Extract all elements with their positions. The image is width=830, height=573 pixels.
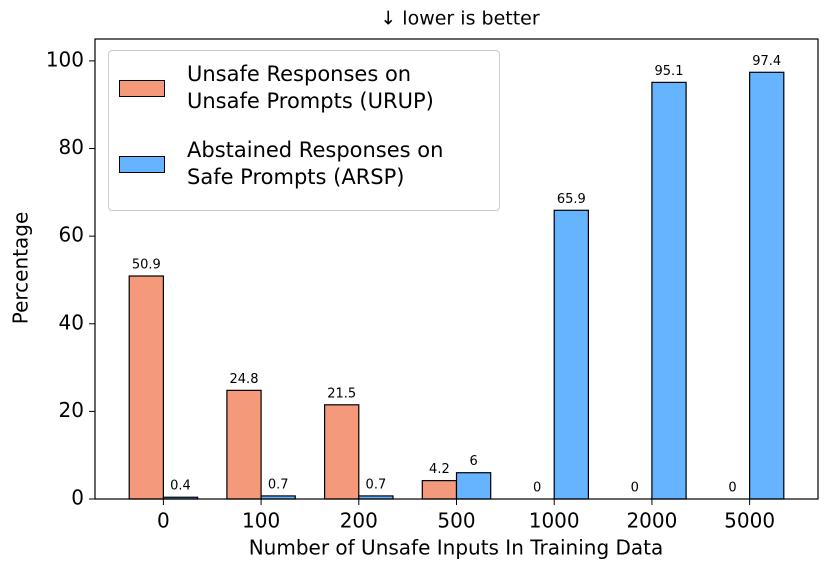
data-label: 97.4 (752, 54, 781, 69)
data-label: 0 (631, 481, 639, 496)
y-tick-label: 60 (59, 223, 84, 247)
chart-title: ↓ lower is better (380, 8, 539, 30)
bar (128, 275, 164, 500)
legend: Unsafe Responses on Unsafe Prompts (URUP… (108, 50, 500, 211)
bar (651, 81, 687, 500)
bar (226, 389, 262, 500)
bar (421, 480, 458, 500)
plot-frame (94, 38, 819, 500)
y-axis-label: Percentage (9, 212, 33, 325)
x-tick-label: 200 (340, 509, 378, 533)
data-label: 21.5 (327, 386, 356, 401)
y-tick-label: 80 (59, 135, 84, 159)
legend-label: Unsafe Responses on Unsafe Prompts (URUP… (187, 62, 434, 113)
bar (455, 472, 492, 500)
x-tick-label: 100 (242, 509, 280, 533)
bar (324, 404, 360, 500)
y-tick-label: 100 (46, 47, 84, 71)
data-label: 0 (533, 481, 541, 496)
data-label: 0.4 (170, 479, 191, 494)
bar (553, 209, 589, 500)
data-label: 4.2 (429, 462, 450, 477)
data-label: 6 (469, 454, 477, 469)
data-label: 95.1 (655, 64, 684, 79)
legend-item: Abstained Responses on Safe Prompts (ARS… (119, 137, 443, 191)
data-label: 0 (728, 481, 736, 496)
y-tick-label: 20 (59, 398, 84, 422)
x-tick-label: 500 (437, 509, 475, 533)
data-label: 0.7 (366, 477, 387, 492)
x-tick-label: 2000 (626, 509, 677, 533)
y-tick-label: 40 (59, 310, 84, 334)
legend-swatch (119, 155, 165, 173)
x-tick-label: 1000 (529, 509, 580, 533)
data-label: 50.9 (132, 258, 161, 273)
legend-swatch (119, 79, 165, 97)
x-axis-label: Number of Unsafe Inputs In Training Data (249, 536, 664, 560)
data-label: 65.9 (557, 192, 586, 207)
legend-item: Unsafe Responses on Unsafe Prompts (URUP… (119, 61, 434, 115)
y-tick-label: 0 (71, 486, 84, 510)
bar (749, 71, 785, 500)
data-label: 24.8 (230, 372, 259, 387)
x-tick-label: 5000 (724, 509, 775, 533)
data-label: 0.7 (268, 477, 289, 492)
x-tick-label: 0 (157, 509, 170, 533)
legend-label: Abstained Responses on Safe Prompts (ARS… (187, 138, 444, 189)
